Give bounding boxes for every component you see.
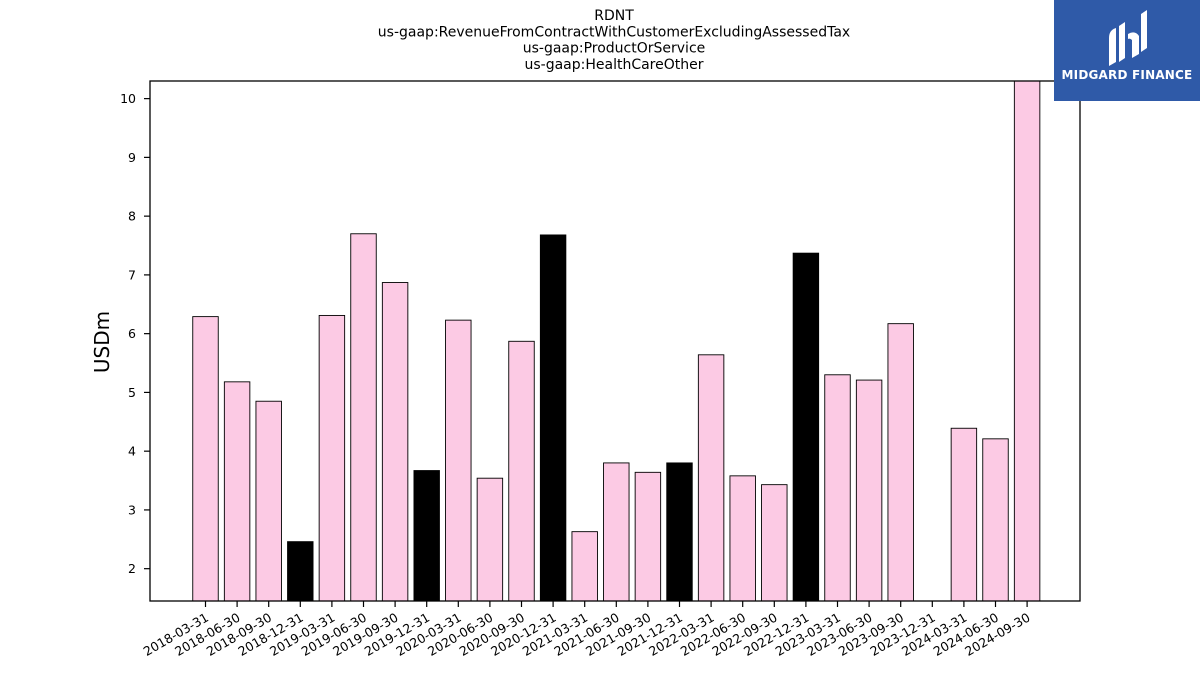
bar <box>476 477 504 602</box>
bar <box>697 354 725 602</box>
bar <box>445 319 472 602</box>
bars-group <box>192 80 1041 602</box>
y-tick-label: 10 <box>120 91 136 106</box>
bar <box>571 531 598 602</box>
chart-title: RDNTus-gaap:RevenueFromContractWithCusto… <box>378 8 850 73</box>
bar <box>824 374 851 602</box>
y-tick-label: 6 <box>128 326 136 341</box>
bar <box>413 470 440 602</box>
bar <box>318 314 346 602</box>
plot-frame <box>149 80 1081 602</box>
bar <box>634 471 662 602</box>
bar <box>287 541 314 602</box>
y-tick-label: 3 <box>128 502 136 517</box>
bar <box>855 379 883 602</box>
bar <box>539 234 567 602</box>
y-tick-label: 8 <box>128 209 136 224</box>
bar <box>223 381 251 602</box>
y-tick-label: 9 <box>128 150 136 165</box>
y-tick-label: 2 <box>128 561 136 576</box>
logo-text: MIDGARD FINANCE <box>1061 68 1193 82</box>
bar <box>508 340 535 602</box>
bar <box>666 462 693 602</box>
title-line: us-gaap:RevenueFromContractWithCustomerE… <box>378 24 850 40</box>
title-line: us-gaap:ProductOrService <box>523 41 706 57</box>
bar <box>761 484 788 602</box>
bar <box>350 233 377 602</box>
bar <box>381 282 409 602</box>
bar <box>1013 80 1041 602</box>
title-line: RDNT <box>594 8 634 24</box>
bar <box>887 323 914 602</box>
title-line: us-gaap:HealthCareOther <box>524 57 703 73</box>
y-tick-label: 7 <box>128 267 136 282</box>
y-tick-label: 4 <box>128 444 136 459</box>
y-axis-label: USDm <box>90 311 114 373</box>
bar <box>729 475 756 602</box>
bar <box>792 252 820 602</box>
midgard-finance-logo: MIDGARD FINANCE <box>1054 0 1200 101</box>
y-tick-label: 5 <box>128 385 136 400</box>
midgard-logo-icon <box>1109 10 1147 66</box>
bar <box>192 316 219 602</box>
bar <box>603 462 630 602</box>
x-axis: 2018-03-312018-06-302018-09-302018-12-31… <box>141 601 1033 659</box>
y-axis: 2 3 4 5 6 7 8 9 10 <box>120 91 150 576</box>
bar <box>255 400 282 602</box>
bar <box>950 427 978 602</box>
bar <box>982 438 1009 602</box>
